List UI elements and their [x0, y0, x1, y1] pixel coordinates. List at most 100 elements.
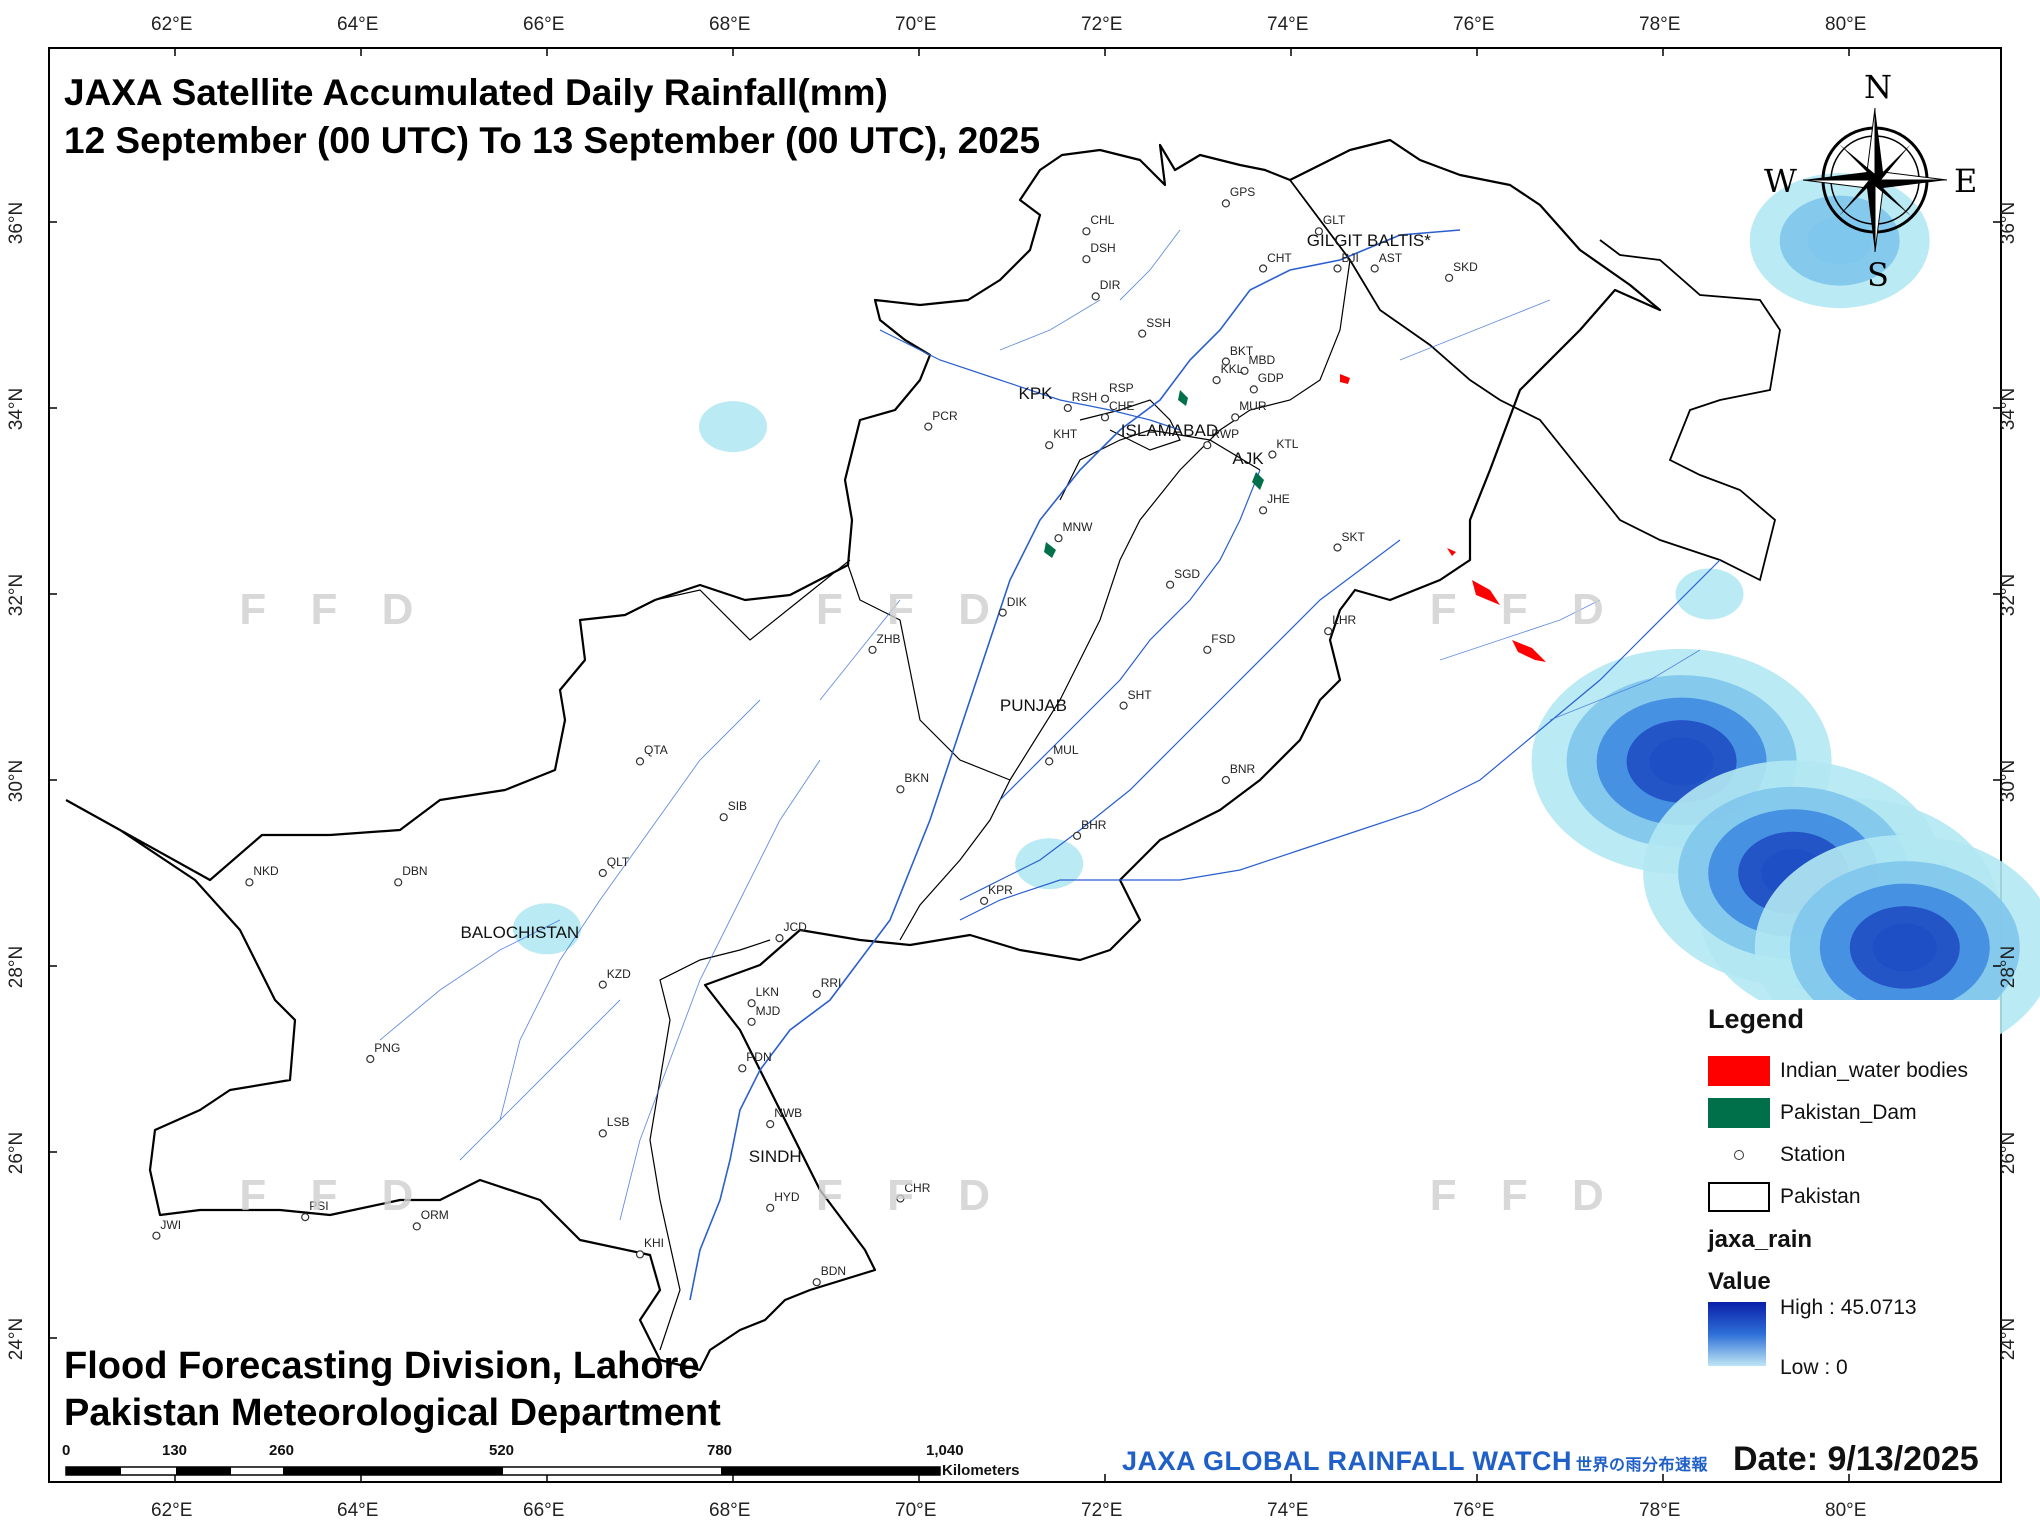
- map-title-line2: 12 September (00 UTC) To 13 September (0…: [64, 120, 1041, 161]
- station-label: SGD: [1174, 566, 1201, 581]
- legend-value-label: Value: [1708, 1268, 1771, 1295]
- longitude-label-top: 70°E: [895, 14, 937, 35]
- station-label: QLT: [606, 855, 630, 869]
- station-label: KTL: [1276, 436, 1299, 451]
- scale-tick-label: 0: [62, 1442, 71, 1459]
- station-label: RSH: [1071, 390, 1098, 404]
- legend-item-pakistan: Pakistan: [1708, 1180, 1861, 1214]
- station-marker: [1231, 413, 1240, 422]
- station-marker: [766, 1203, 775, 1212]
- station-label: QTA: [644, 743, 668, 758]
- station-marker: [1100, 413, 1110, 422]
- minor-rivers: [379, 229, 1701, 1221]
- rain-cell: [1675, 568, 1744, 620]
- station-label: SIB: [727, 799, 748, 814]
- region-label: KPK: [1018, 384, 1053, 404]
- station-marker: [245, 878, 254, 887]
- station-marker: [1165, 580, 1175, 589]
- station-label: DIR: [1099, 278, 1121, 293]
- legend-swatch-green: [1708, 1098, 1770, 1128]
- station-marker: [1091, 292, 1100, 301]
- legend-item-station: Station: [1708, 1138, 1845, 1172]
- station-marker: [1045, 441, 1054, 450]
- scale-tick-label: 520: [489, 1442, 515, 1459]
- station-marker: [1082, 255, 1091, 264]
- station-label: KHI: [644, 1236, 665, 1251]
- region-label: SINDH: [748, 1146, 802, 1166]
- station-label: RWP: [1211, 427, 1240, 442]
- region-label: ISLAMABAD: [1120, 421, 1219, 441]
- compass-rose: [1802, 107, 1948, 253]
- station-label: LHR: [1332, 613, 1357, 628]
- jaxa-logo-sub: 世界の雨分布速報: [1576, 1457, 1709, 1474]
- sutlej-river: [959, 559, 1721, 921]
- station-marker: [1268, 450, 1277, 459]
- station-marker: [152, 1231, 161, 1240]
- ffd-watermark: F F D: [816, 584, 1006, 634]
- latitude-label-right: 36°N: [1998, 201, 2020, 245]
- ffd-watermark: F F D: [1429, 584, 1620, 634]
- longitude-label-bottom: 70°E: [895, 1500, 937, 1521]
- station-marker: [1258, 506, 1268, 515]
- station-marker: [1063, 403, 1072, 413]
- longitude-label-top: 76°E: [1453, 14, 1495, 35]
- compass-s-label: S: [1867, 256, 1889, 294]
- station-marker: [775, 933, 784, 943]
- station-label: SSH: [1146, 315, 1171, 330]
- station-marker: [1221, 357, 1231, 366]
- scale-tick-label: 1,040: [926, 1442, 964, 1459]
- station-marker: [868, 645, 877, 654]
- indian-water-body: [1447, 548, 1456, 556]
- latitude-label-right: 32°N: [1998, 573, 2020, 617]
- rain-cell: [1872, 923, 1937, 972]
- station-marker: [598, 1129, 607, 1138]
- station-marker: [301, 1212, 310, 1222]
- station-label: CHE: [1109, 399, 1135, 414]
- longitude-label-bottom: 66°E: [523, 1500, 565, 1521]
- station-marker: [1221, 775, 1231, 785]
- station-label: RSP: [1109, 380, 1134, 395]
- station-layer: [152, 199, 1454, 1287]
- pakistan-dam: [1044, 542, 1056, 558]
- compass-w-label: W: [1764, 162, 1797, 200]
- indian-water-body: [1472, 580, 1500, 605]
- region-label: BALOCHISTAN: [460, 923, 580, 943]
- station-marker: [1370, 264, 1379, 273]
- longitude-label-bottom: 78°E: [1639, 1500, 1681, 1521]
- legend-low: Low : 0: [1780, 1356, 1848, 1379]
- station-label: BKN: [904, 771, 930, 786]
- station-marker: [766, 1119, 775, 1129]
- station-icon: [1708, 1140, 1770, 1170]
- station-label: PSI: [309, 1199, 329, 1214]
- jaxa-logo: JAXA GLOBAL RAINFALL WATCH 世界の雨分布速報: [1122, 1446, 1708, 1477]
- station-marker: [1444, 273, 1454, 282]
- station-label: BNR: [1229, 762, 1256, 776]
- longitude-label-bottom: 62°E: [151, 1500, 193, 1521]
- station-marker: [1333, 543, 1342, 552]
- station-label: FSD: [1211, 631, 1236, 646]
- station-marker: [998, 608, 1007, 617]
- station-marker: [635, 1250, 645, 1259]
- station-label: SKT: [1341, 529, 1365, 544]
- rain-cell: [1807, 216, 1872, 265]
- scale-tick-label: 130: [162, 1442, 188, 1459]
- station-label: KPR: [988, 882, 1013, 897]
- station-label: BDN: [820, 1264, 847, 1279]
- latitude-label-right: 34°N: [1998, 387, 2020, 431]
- station-label: LSB: [606, 1115, 630, 1130]
- station-marker: [747, 1017, 756, 1026]
- station-marker: [1138, 329, 1147, 338]
- kashmir-border: [1289, 179, 1781, 582]
- station-label: BHR: [1081, 817, 1107, 832]
- station-marker: [1258, 264, 1268, 273]
- map-date: Date: 9/13/2025: [1733, 1440, 1979, 1478]
- latitude-label-right: 28°N: [1998, 945, 2020, 989]
- station-marker: [366, 1054, 375, 1064]
- scale-tick-label: 780: [707, 1442, 733, 1459]
- station-label: SKD: [1453, 259, 1478, 274]
- station-marker: [1221, 199, 1231, 208]
- station-marker: [1333, 264, 1342, 273]
- latitude-label-left: 32°N: [6, 573, 28, 617]
- jaxa-logo-text: JAXA GLOBAL RAINFALL WATCH: [1122, 1446, 1572, 1476]
